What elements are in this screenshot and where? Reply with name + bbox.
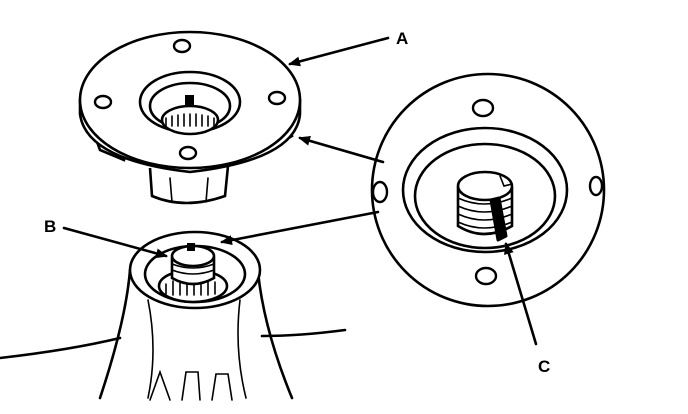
flange-hub-part-a [78, 30, 302, 205]
housing-body-right [256, 270, 294, 400]
leader-arrow-c [504, 242, 538, 346]
leader-arrow-detail-to-spindle [220, 210, 380, 246]
bolt-hole-left [93, 94, 113, 110]
housing-vents [149, 369, 233, 401]
alignment-mark-detail [489, 196, 508, 242]
housing-leg-right [260, 328, 347, 338]
label-b: B [44, 217, 56, 236]
label-c: C [538, 357, 550, 376]
leader-arrow-a [288, 36, 390, 67]
bolt-hole-top [172, 38, 192, 54]
alignment-mark-hub [185, 95, 194, 105]
detail-bolt-hole-bottom [474, 266, 498, 286]
spindle-thread-lines [171, 263, 215, 275]
detail-bolt-hole-left [371, 180, 389, 204]
housing-body-left [98, 268, 132, 400]
detail-shaft-threads [457, 197, 513, 229]
spindle-housing [0, 230, 347, 401]
bolt-hole-bottom [178, 145, 198, 161]
housing-ribs [147, 299, 247, 399]
spindle-spline-teeth [165, 277, 216, 296]
leader-arrow-detail-to-hub [298, 135, 385, 164]
hub-neck [148, 165, 230, 205]
label-a: A [396, 29, 408, 48]
alignment-mark-spindle [187, 243, 195, 251]
leader-arrow-b [62, 226, 168, 259]
hub-neck-edge-1 [169, 177, 173, 203]
bolt-hole-right [267, 90, 287, 106]
detail-shaft-notch [499, 175, 513, 187]
leader-arrows [62, 36, 538, 346]
detail-bore-outer [401, 126, 569, 254]
hub-neck-edge-2 [205, 177, 209, 203]
detail-shaft-end [456, 170, 514, 202]
detail-bore-inner [413, 142, 557, 250]
detail-bolt-hole-top [471, 98, 495, 118]
detail-bolt-hole-right [588, 175, 604, 197]
detail-magnifier [370, 72, 606, 308]
hub-spline-teeth [165, 113, 215, 127]
housing-leg-left [0, 336, 122, 360]
